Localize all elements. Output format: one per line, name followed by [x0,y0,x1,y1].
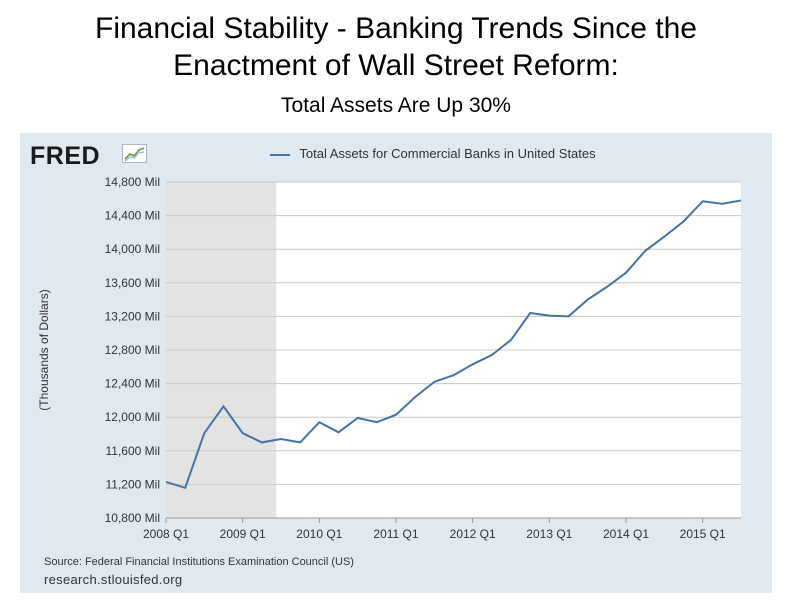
x-tick-label: 2011 Q1 [373,527,418,541]
x-axis-ticks: 2008 Q1 2009 Q1 2010 Q1 2011 Q1 2012 Q1 2013 … [143,518,726,541]
chart-legend: Total Assets for Commercial Banks in Uni… [270,146,596,161]
page-subtitle: Total Assets Are Up 30% [281,94,511,117]
y-tick-label: 14,400 Mil [105,209,160,223]
y-tick-label: 12,800 Mil [105,343,160,357]
x-tick-label: 2008 Q1 [143,527,189,541]
x-tick-label: 2013 Q1 [526,527,572,541]
fred-logo: FRED [30,142,101,170]
source-site: research.stlouisfed.org [44,572,183,587]
y-tick-label: 12,400 Mil [105,377,160,391]
y-tick-label: 10,800 Mil [105,511,160,525]
legend-swatch [270,153,290,156]
fred-chart-icon [122,144,147,163]
page-title-line-2: Enactment of Wall Street Reform: [173,49,619,82]
y-tick-label: 13,600 Mil [105,276,160,290]
x-tick-label: 2009 Q1 [220,527,266,541]
y-axis-ticks: 10,800 Mil 11,200 Mil 11,600 Mil 12,000 Mil… [105,175,160,525]
y-tick-label: 13,200 Mil [105,309,160,323]
gridlines [166,181,741,519]
legend-label: Total Assets for Commercial Banks in Uni… [299,146,596,161]
x-tick-label: 2010 Q1 [296,527,342,541]
y-tick-label: 14,800 Mil [105,175,160,189]
x-tick-label: 2014 Q1 [603,527,649,541]
y-tick-label: 11,600 Mil [106,444,160,458]
y-tick-label: 12,000 Mil [105,410,160,424]
y-axis-label: (Thousands of Dollars) [37,289,51,410]
source-note: Source: Federal Financial Institutions E… [44,556,354,568]
series-line-total-assets [165,199,742,490]
y-tick-label: 11,200 Mil [106,477,160,491]
page-title-line-1: Financial Stability - Banking Trends Sin… [95,12,697,45]
page-title: Financial Stability - Banking Trends Sin… [0,10,792,84]
y-tick-label: 14,000 Mil [105,242,160,256]
x-tick-label: 2015 Q1 [680,527,726,541]
x-tick-label: 2012 Q1 [450,527,496,541]
